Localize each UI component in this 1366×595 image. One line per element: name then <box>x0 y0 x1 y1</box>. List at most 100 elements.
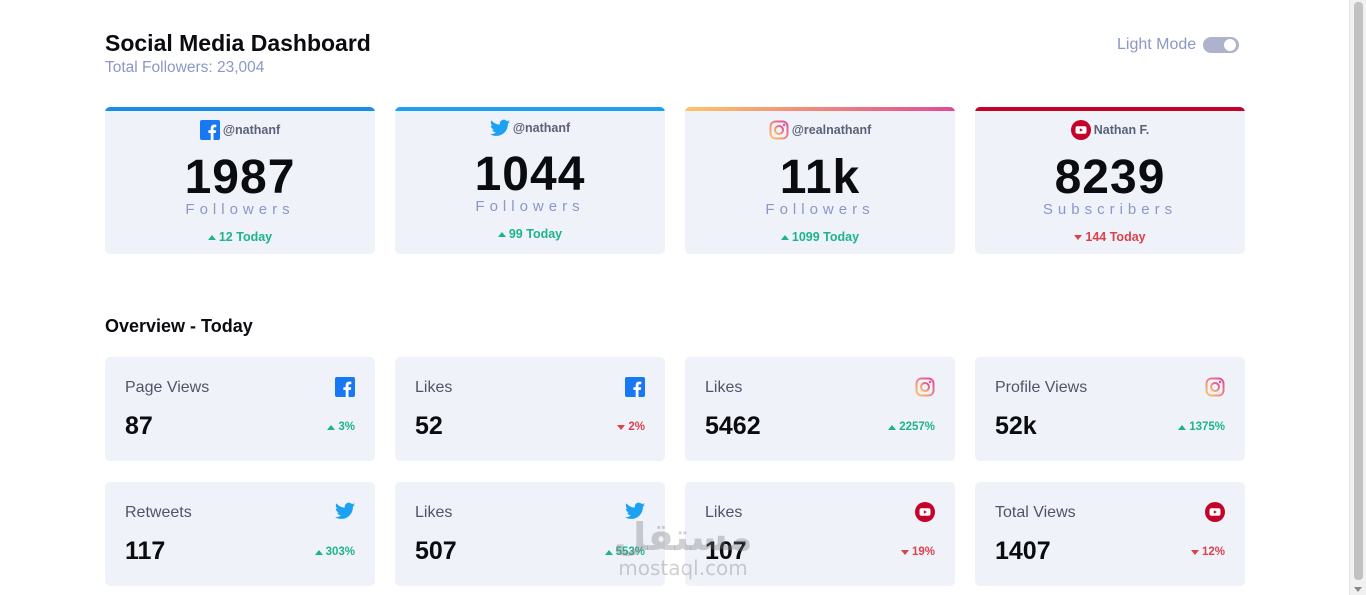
mode-toggle-label: Light Mode <box>1117 36 1197 53</box>
follower-unit: Followers <box>765 201 875 218</box>
overview-change: 2257% <box>888 421 935 433</box>
today-change: 12 Today <box>105 230 375 244</box>
overview-change-text: 12% <box>1201 546 1225 558</box>
overview-label: Likes <box>705 379 743 396</box>
arrow-down-icon <box>1074 234 1083 240</box>
overview-value: 52 <box>415 412 443 440</box>
overview-label: Retweets <box>125 504 192 521</box>
arrow-down-icon <box>617 424 626 430</box>
card-handle: @nathanf <box>105 120 375 140</box>
card-handle: @nathanf <box>395 119 665 137</box>
twitter-icon <box>489 119 510 137</box>
arrow-up-icon <box>497 231 506 237</box>
card-handle-text: @nathanf <box>512 121 571 135</box>
overview-change-text: 3% <box>338 421 355 433</box>
overview-label: Likes <box>705 504 743 521</box>
arrow-down-icon <box>900 549 909 555</box>
today-change: 99 Today <box>395 227 665 241</box>
instagram-icon <box>915 377 935 397</box>
facebook-icon <box>199 120 220 140</box>
overview-value: 87 <box>125 412 153 440</box>
overview-change: 553% <box>604 546 645 558</box>
follower-count: 8239 <box>1054 151 1166 204</box>
overview-title: Overview - Today <box>105 316 253 336</box>
overview-card-facebook-likes[interactable]: Likes 52 2% <box>395 357 665 461</box>
youtube-icon <box>1205 502 1225 522</box>
instagram-icon <box>769 120 789 140</box>
twitter-icon <box>335 502 355 522</box>
overview-value: 5462 <box>705 412 761 440</box>
overview-card-retweets[interactable]: Retweets 117 303% <box>105 482 375 586</box>
follower-count: 11k <box>779 151 861 204</box>
arrow-up-icon <box>1178 424 1187 430</box>
card-handle: Nathan F. <box>975 120 1245 140</box>
card-handle-text: @realnathanf <box>791 123 872 137</box>
overview-value: 52k <box>995 412 1037 440</box>
today-change-text: 144 Today <box>1085 230 1146 244</box>
overview-card-twitter-likes[interactable]: Likes 507 553% <box>395 482 665 586</box>
today-change: 144 Today <box>975 230 1245 244</box>
overview-label: Profile Views <box>995 379 1088 396</box>
overview-change: 19% <box>900 546 935 558</box>
summary-card-instagram[interactable]: @realnathanf 11k Followers 1099 Today <box>685 107 955 254</box>
twitter-icon <box>625 502 645 522</box>
summary-card-twitter[interactable]: @nathanf 1044 Followers 99 Today <box>395 107 665 254</box>
overview-change-text: 553% <box>615 546 645 558</box>
overview-value: 1407 <box>995 537 1051 565</box>
follower-unit: Followers <box>185 201 295 218</box>
overview-card-page-views[interactable]: Page Views 87 3% <box>105 357 375 461</box>
overview-change: 12% <box>1190 546 1225 558</box>
youtube-icon <box>915 502 935 522</box>
overview-change-text: 2257% <box>899 421 935 433</box>
facebook-icon <box>335 377 355 397</box>
overview-card-instagram-likes[interactable]: Likes 5462 2257% <box>685 357 955 461</box>
overview-label: Likes <box>415 379 453 396</box>
summary-card-facebook[interactable]: @nathanf 1987 Followers 12 Today <box>105 107 375 254</box>
scroll-down-arrow-icon[interactable] <box>1354 587 1362 592</box>
arrow-down-icon <box>1190 549 1199 555</box>
overview-change: 3% <box>327 421 355 433</box>
overview-value: 117 <box>125 537 166 565</box>
arrow-up-icon <box>314 549 323 555</box>
overview-value: 107 <box>705 537 747 565</box>
mode-toggle-switch[interactable] <box>1203 37 1240 53</box>
arrow-up-icon <box>207 234 216 240</box>
vertical-scrollbar[interactable] <box>1349 0 1366 595</box>
today-change: 1099 Today <box>685 230 955 244</box>
overview-change-text: 19% <box>911 546 935 558</box>
overview-change-text: 303% <box>325 546 355 558</box>
overview-card-youtube-likes[interactable]: Likes 107 19% <box>685 482 955 586</box>
overview-card-profile-views[interactable]: Profile Views 52k 1375% <box>975 357 1245 461</box>
today-change-text: 12 Today <box>218 230 273 244</box>
card-handle-text: Nathan F. <box>1093 123 1150 137</box>
follower-count: 1987 <box>184 151 296 204</box>
card-accent-bar <box>685 107 955 111</box>
card-accent-bar <box>975 107 1245 111</box>
dashboard-header: Social Media Dashboard Total Followers: … <box>105 28 371 78</box>
overview-label: Total Views <box>995 504 1076 521</box>
overview-change: 303% <box>314 546 355 558</box>
arrow-up-icon <box>604 549 613 555</box>
follower-count: 1044 <box>474 148 586 201</box>
overview-change-text: 2% <box>628 421 645 433</box>
toggle-knob <box>1224 39 1237 51</box>
follower-unit: Subscribers <box>1042 201 1178 218</box>
youtube-icon <box>1070 120 1091 140</box>
arrow-up-icon <box>327 424 336 430</box>
page-title: Social Media Dashboard <box>105 30 371 56</box>
overview-value: 507 <box>415 537 457 565</box>
overview-change: 2% <box>617 421 645 433</box>
follower-unit: Followers <box>475 198 585 215</box>
card-handle-text: @nathanf <box>222 123 281 137</box>
today-change-text: 1099 Today <box>791 230 860 244</box>
card-accent-bar <box>395 107 665 111</box>
arrow-up-icon <box>888 424 897 430</box>
facebook-icon <box>625 377 645 397</box>
overview-label: Likes <box>415 504 453 521</box>
overview-card-total-views[interactable]: Total Views 1407 12% <box>975 482 1245 586</box>
overview-label: Page Views <box>125 379 210 396</box>
scrollbar-thumb[interactable] <box>1354 2 1363 580</box>
overview-change-text: 1375% <box>1189 421 1225 433</box>
summary-card-youtube[interactable]: Nathan F. 8239 Subscribers 144 Today <box>975 107 1245 254</box>
instagram-icon <box>1205 377 1225 397</box>
